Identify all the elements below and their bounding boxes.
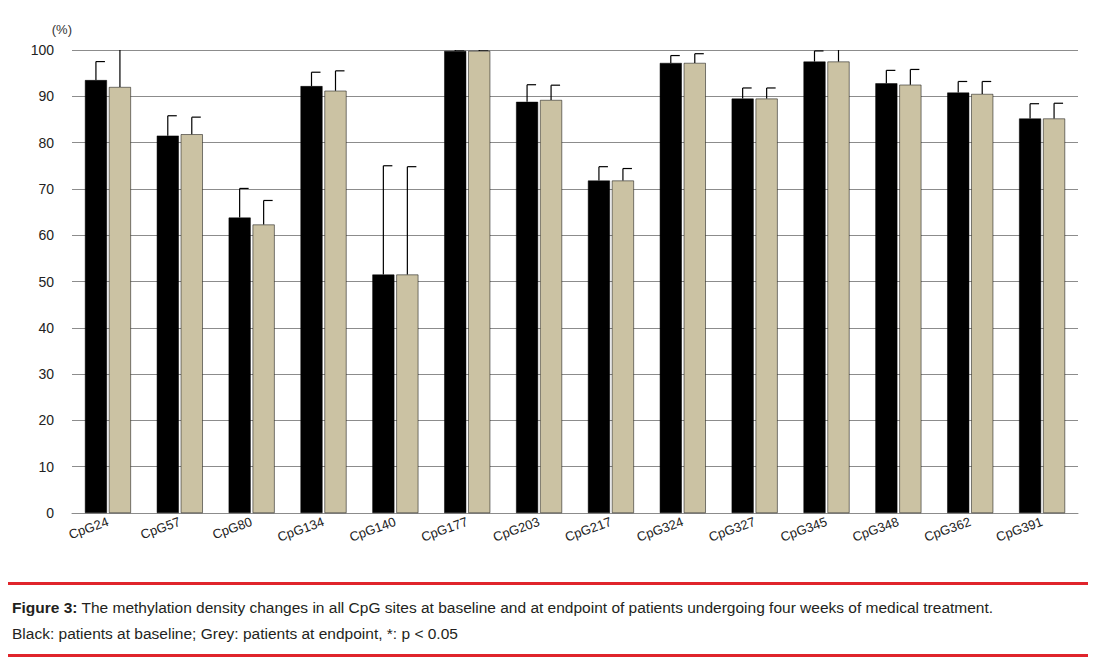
html-text:Figure 3: The methylation dens: Figure 3: The methylation density change… xyxy=(12,599,994,616)
svg-text:80: 80 xyxy=(38,135,54,151)
html-text:Black: patients at baseline; G: Black: patients at baseline; Grey: patie… xyxy=(12,625,458,642)
svg-text:CpG177: CpG177 xyxy=(419,514,470,545)
svg-text:CpG140: CpG140 xyxy=(347,514,398,545)
svg-text:CpG362: CpG362 xyxy=(922,514,973,545)
svg-text:10: 10 xyxy=(38,459,54,475)
svg-text:CpG391: CpG391 xyxy=(994,514,1045,545)
svg-text:20: 20 xyxy=(38,412,54,428)
svg-text:90: 90 xyxy=(38,88,54,104)
svg-text:CpG324: CpG324 xyxy=(635,514,686,545)
svg-text:40: 40 xyxy=(38,320,54,336)
svg-text:CpG24: CpG24 xyxy=(67,514,111,542)
svg-text:(%): (%) xyxy=(52,22,72,37)
svg-text:CpG57: CpG57 xyxy=(139,514,183,542)
svg-text:30: 30 xyxy=(38,366,54,382)
svg-text:50: 50 xyxy=(38,274,54,290)
svg-text:CpG327: CpG327 xyxy=(707,514,758,545)
svg-text:CpG134: CpG134 xyxy=(275,514,326,545)
svg-text:CpG348: CpG348 xyxy=(850,514,901,545)
svg-text:60: 60 xyxy=(38,227,54,243)
svg-text:CpG203: CpG203 xyxy=(491,514,542,545)
svg-text:100: 100 xyxy=(31,42,55,58)
svg-text:70: 70 xyxy=(38,181,54,197)
svg-text:CpG80: CpG80 xyxy=(210,514,254,542)
svg-text:CpG217: CpG217 xyxy=(563,514,614,545)
svg-text:0: 0 xyxy=(46,505,54,521)
svg-text:CpG345: CpG345 xyxy=(778,514,829,545)
